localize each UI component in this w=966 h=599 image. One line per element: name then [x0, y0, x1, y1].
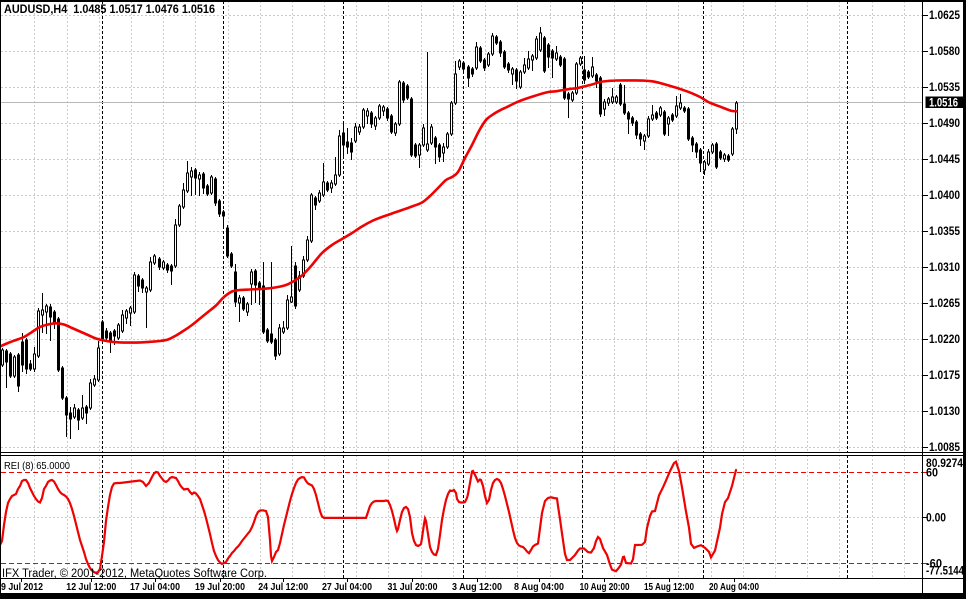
- svg-text:0.00: 0.00: [926, 511, 946, 525]
- svg-text:1.0625: 1.0625: [929, 8, 960, 22]
- svg-text:3 Aug 12:00: 3 Aug 12:00: [452, 581, 502, 593]
- svg-text:15 Aug 12:00: 15 Aug 12:00: [644, 581, 694, 593]
- svg-text:17 Jul 04:00: 17 Jul 04:00: [130, 581, 180, 593]
- svg-text:20 Aug 04:00: 20 Aug 04:00: [709, 581, 759, 593]
- svg-text:1.0580: 1.0580: [929, 44, 960, 58]
- svg-text:12 Jul 12:00: 12 Jul 12:00: [66, 581, 116, 593]
- svg-text:9 Jul 2012: 9 Jul 2012: [1, 581, 43, 593]
- svg-text:1.0535: 1.0535: [929, 80, 960, 94]
- svg-text:-77.5144: -77.5144: [926, 564, 964, 578]
- svg-text:1.0516: 1.0516: [929, 95, 958, 109]
- svg-text:19 Jul 20:00: 19 Jul 20:00: [195, 581, 245, 593]
- svg-text:-60: -60: [926, 557, 942, 571]
- svg-text:1.0400: 1.0400: [929, 188, 960, 202]
- svg-text:1.0310: 1.0310: [929, 260, 960, 274]
- svg-text:1.0355: 1.0355: [929, 224, 960, 238]
- svg-text:1.0445: 1.0445: [929, 152, 960, 166]
- svg-text:1.0130: 1.0130: [929, 404, 960, 418]
- svg-text:10 Aug 20:00: 10 Aug 20:00: [580, 581, 630, 593]
- svg-text:1.0265: 1.0265: [929, 296, 960, 310]
- svg-text:1.0085: 1.0085: [929, 440, 960, 454]
- svg-text:AUDUSD,H4 1.0485 1.0517 1.047: AUDUSD,H4 1.0485 1.0517 1.0476 1.0516: [4, 2, 215, 16]
- svg-text:1.0490: 1.0490: [929, 116, 960, 130]
- svg-text:31 Jul 20:00: 31 Jul 20:00: [388, 581, 438, 593]
- svg-text:60: 60: [926, 466, 938, 480]
- svg-text:1.0220: 1.0220: [929, 332, 960, 346]
- svg-text:80.9274: 80.9274: [926, 456, 963, 470]
- svg-text:1.0175: 1.0175: [929, 368, 960, 382]
- svg-text:8 Aug 04:00: 8 Aug 04:00: [514, 581, 564, 593]
- svg-text:IFX Trader, © 2001-2012, MetaQ: IFX Trader, © 2001-2012, MetaQuotes Soft…: [2, 568, 267, 580]
- svg-text:24 Jul 12:00: 24 Jul 12:00: [258, 581, 308, 593]
- svg-text:REI (8) 65.0000: REI (8) 65.0000: [4, 460, 70, 472]
- svg-text:27 Jul 04:00: 27 Jul 04:00: [322, 581, 372, 593]
